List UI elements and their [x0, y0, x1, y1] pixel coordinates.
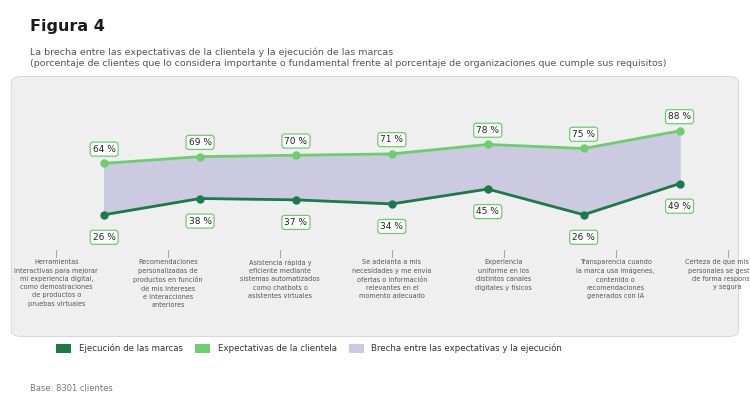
Text: Se adelanta a mis
necesidades y me envía
ofertas o información
relevantes en el
: Se adelanta a mis necesidades y me envía… — [352, 259, 431, 299]
Text: 75 %: 75 % — [572, 130, 596, 139]
Text: 26 %: 26 % — [93, 233, 116, 242]
Text: 71 %: 71 % — [380, 135, 404, 144]
Text: 88 %: 88 % — [668, 112, 691, 121]
Text: Experiencia
uniforme en los
distintos canales
digitales y físicos: Experiencia uniforme en los distintos ca… — [476, 259, 532, 291]
Bar — [349, 344, 364, 353]
Text: Certeza de que mis datos
personales se gestionan
de forma responsable
y segura: Certeza de que mis datos personales se g… — [686, 259, 750, 290]
Text: 78 %: 78 % — [476, 126, 500, 135]
Text: Transparencia cuando
la marca usa imágenes,
contenido o
recomendaciones
generado: Transparencia cuando la marca usa imágen… — [577, 259, 655, 299]
Text: Expectativas de la clientela: Expectativas de la clientela — [217, 344, 337, 353]
Text: Ejecución de las marcas: Ejecución de las marcas — [79, 344, 183, 354]
FancyBboxPatch shape — [11, 76, 739, 337]
Text: Figura 4: Figura 4 — [30, 19, 105, 33]
Text: 37 %: 37 % — [284, 218, 308, 227]
Text: 38 %: 38 % — [188, 216, 211, 225]
Text: 34 %: 34 % — [380, 222, 404, 231]
Text: Asistencia rápida y
eficiente mediante
sistemas automatizados
como chatbots o
as: Asistencia rápida y eficiente mediante s… — [240, 259, 320, 299]
Text: Recomendaciones
personalizadas de
productos en función
de mis intereses
e intera: Recomendaciones personalizadas de produc… — [134, 259, 202, 308]
Text: 45 %: 45 % — [476, 207, 500, 216]
Text: 26 %: 26 % — [572, 233, 595, 242]
Text: 69 %: 69 % — [188, 138, 211, 147]
Text: Herramientas
interactivas para mejorar
mi experiencia digital,
como demostracion: Herramientas interactivas para mejorar m… — [14, 259, 98, 306]
Text: Base: 8301 clientes: Base: 8301 clientes — [30, 384, 112, 393]
Text: La brecha entre las expectativas de la clientela y la ejecución de las marcas: La brecha entre las expectativas de la c… — [30, 47, 393, 57]
Bar — [195, 344, 210, 353]
Text: (porcentaje de clientes que lo considera importante o fundamental frente al porc: (porcentaje de clientes que lo considera… — [30, 59, 667, 68]
Text: 49 %: 49 % — [668, 202, 691, 211]
Text: 64 %: 64 % — [93, 145, 116, 154]
Text: Brecha entre las expectativas y la ejecución: Brecha entre las expectativas y la ejecu… — [371, 344, 562, 354]
Bar — [56, 344, 71, 353]
Text: 70 %: 70 % — [284, 137, 308, 145]
